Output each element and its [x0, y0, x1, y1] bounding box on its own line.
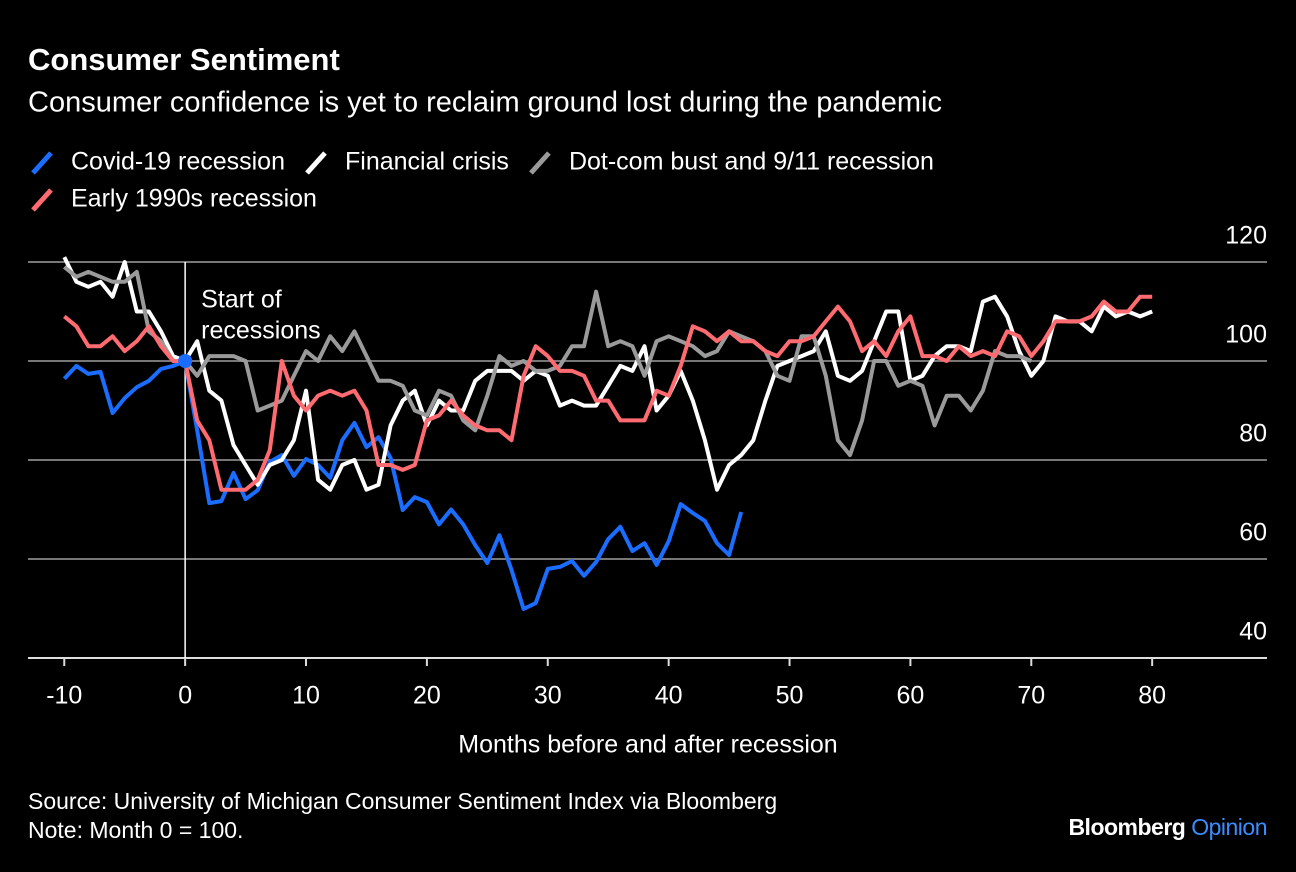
y-tick-label: 40 — [1239, 618, 1267, 646]
legend-label: Covid-19 recession — [71, 148, 285, 176]
chart-title: Consumer Sentiment — [28, 42, 340, 77]
x-tick-label: 60 — [897, 682, 925, 710]
reference-dot — [178, 354, 193, 368]
annotation: recessions — [201, 317, 321, 345]
series-line — [63, 265, 1033, 458]
legend-label: Dot-com bust and 9/11 recession — [569, 148, 934, 176]
y-tick-label: 60 — [1239, 519, 1267, 547]
annotation: Start of — [201, 286, 282, 314]
legend-label: Financial crisis — [345, 148, 509, 176]
x-tick-label: 70 — [1017, 682, 1045, 710]
brand-name: Bloomberg — [1068, 814, 1185, 840]
source: Source: University of Michigan Consumer … — [28, 788, 777, 814]
series-line — [62, 359, 744, 611]
x-tick-label: 0 — [178, 682, 192, 710]
legend-label: Early 1990s recession — [71, 185, 317, 213]
x-tick-label: 10 — [292, 682, 320, 710]
x-tick-label: 30 — [534, 682, 562, 710]
legend-item: Early 1990s recession — [31, 185, 317, 213]
y-tick-label: 120 — [1225, 222, 1267, 250]
chart-subtitle: Consumer confidence is yet to reclaim gr… — [28, 87, 942, 119]
x-axis-label: Months before and after recession — [458, 731, 837, 759]
y-tick-label: 100 — [1225, 321, 1267, 349]
brand: Bloomberg Opinion — [1068, 814, 1267, 840]
legend-icon — [31, 151, 53, 175]
legend-icon — [31, 188, 53, 212]
legend-icon — [529, 151, 551, 175]
note: Note: Month 0 = 100. — [28, 817, 243, 843]
x-tick-label: -10 — [46, 682, 82, 710]
x-tick-label: 20 — [413, 682, 441, 710]
x-tick-label: 80 — [1138, 682, 1166, 710]
series-line — [63, 294, 1153, 492]
x-tick-label: 50 — [776, 682, 804, 710]
legend-item: Dot-com bust and 9/11 recession — [529, 148, 934, 176]
legend-icon — [305, 151, 327, 175]
y-tick-label: 80 — [1239, 420, 1267, 448]
legend-item: Financial crisis — [305, 148, 509, 176]
series-line — [62, 256, 1153, 492]
legend-item: Covid-19 recession — [31, 148, 285, 176]
x-tick-label: 40 — [655, 682, 683, 710]
brand-sub: Opinion — [1191, 814, 1267, 840]
